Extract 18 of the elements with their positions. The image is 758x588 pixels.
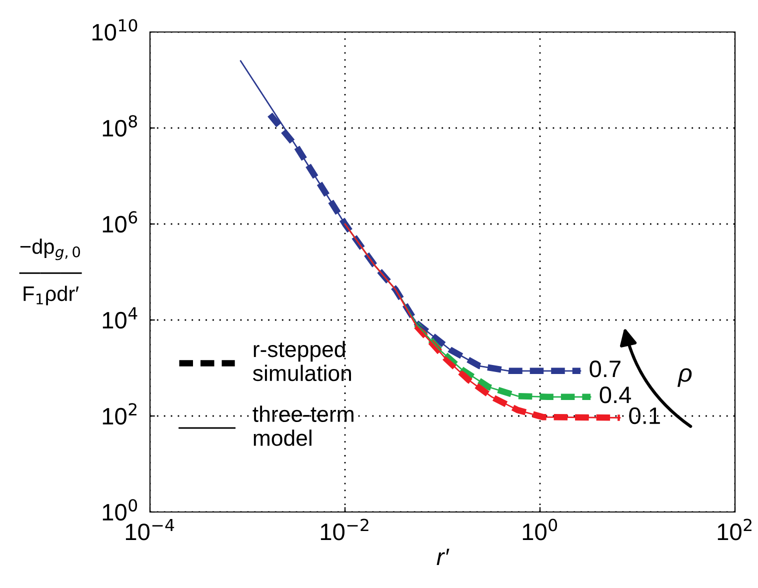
y-axis-title: −dp$_{g,0}$ ――― F$_{1}$ρdr′ xyxy=(19,238,82,306)
x-axis-title: r′ xyxy=(436,548,450,566)
annotation: 0.1 xyxy=(629,407,660,424)
y-tick-label: 10$^{10}$ xyxy=(92,19,138,41)
y-tick-label: 10$^{0}$ xyxy=(102,499,138,521)
y-tick-label: 10$^{8}$ xyxy=(102,115,137,137)
x-tick-label: 10$^{−2}$ xyxy=(320,518,368,540)
y-tick-label: 10$^{2}$ xyxy=(102,403,136,425)
annotation: r-stepped simulation xyxy=(252,340,351,382)
y-tick-label: 10$^{6}$ xyxy=(102,211,138,233)
annotation: 0.7 xyxy=(590,360,620,378)
x-tick-label: 10$^{0}$ xyxy=(522,518,558,540)
annotation: three-term model xyxy=(252,406,354,446)
annotation: 0.4 xyxy=(600,386,632,404)
x-tick-label: 10$^{2}$ xyxy=(718,518,752,540)
y-tick-label: 10$^{4}$ xyxy=(102,307,138,329)
annotation: ρ xyxy=(678,368,692,387)
x-tick-label: 10$^{−4}$ xyxy=(126,518,174,540)
